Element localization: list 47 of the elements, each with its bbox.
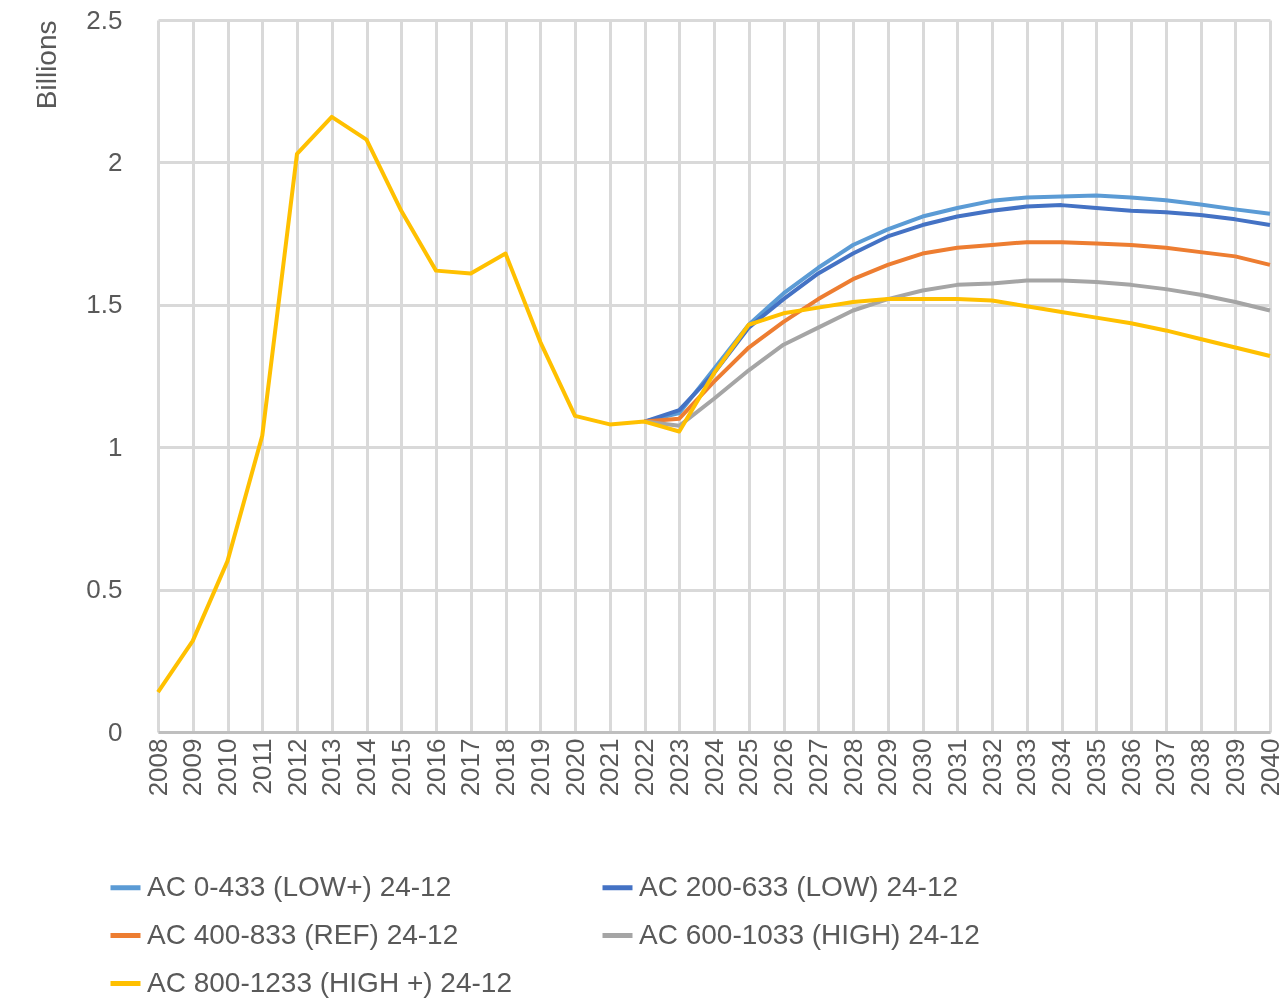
x-tick-label: 2024 <box>698 738 729 797</box>
x-tick-label: 2010 <box>212 738 242 797</box>
x-tick-label: 2013 <box>316 738 347 797</box>
legend-label: AC 600-1033 (HIGH) 24-12 <box>639 918 980 950</box>
x-tick-label: 2014 <box>351 738 381 797</box>
legend-label: AC 400-833 (REF) 24-12 <box>147 918 459 950</box>
x-tick-label: 2030 <box>907 738 937 797</box>
legend-label: AC 800-1233 (HIGH +) 24-12 <box>147 966 512 998</box>
x-tick-label: 2016 <box>420 738 451 797</box>
x-tick-label: 2015 <box>385 738 416 797</box>
x-tick-label: 2022 <box>629 738 659 797</box>
line-series <box>642 240 1272 424</box>
x-tick-label: 2008 <box>142 738 173 797</box>
x-tick-label: 2009 <box>177 738 208 797</box>
x-tick-label: 2011 <box>246 738 277 795</box>
x-tick-label: 2018 <box>490 738 520 797</box>
x-tick-label: 2033 <box>1011 738 1042 797</box>
y-tick-label: 1 <box>108 431 123 462</box>
x-tick-label: 2031 <box>941 738 972 797</box>
y-axis-title: Billions <box>31 20 63 110</box>
x-tick-label: 2021 <box>594 738 625 797</box>
x-tick-label: 2035 <box>1080 738 1111 797</box>
x-tick-label: 2025 <box>733 738 764 797</box>
x-tick-label: 2028 <box>837 738 868 797</box>
y-tick-label: 2.5 <box>86 4 123 35</box>
x-tick-label: 2019 <box>524 738 555 797</box>
x-tick-label: 2034 <box>1046 738 1076 797</box>
x-tick-label: 2020 <box>559 738 590 797</box>
x-tick-label: 2036 <box>1115 738 1146 797</box>
x-tick-label: 2039 <box>1219 738 1250 797</box>
y-tick-label: 0.5 <box>86 574 123 605</box>
line-series <box>156 114 1272 695</box>
legend-label: AC 200-633 (LOW) 24-12 <box>639 870 959 902</box>
x-tick-label: 2029 <box>872 738 903 797</box>
x-tick-label: 2037 <box>1150 738 1181 797</box>
x-tick-label: 2026 <box>768 738 798 797</box>
x-tick-label: 2027 <box>802 738 833 797</box>
y-tick-label: 2 <box>108 146 123 177</box>
x-tick-label: 2038 <box>1185 738 1215 797</box>
x-tick-label: 2012 <box>281 738 312 797</box>
y-tick-label: 1.5 <box>86 289 123 320</box>
legend-label: AC 0-433 (LOW+) 24-12 <box>147 870 452 902</box>
x-tick-label: 2023 <box>663 738 694 797</box>
y-tick-label: 0 <box>108 716 123 747</box>
x-tick-label: 2017 <box>455 738 486 797</box>
x-tick-label: 2040 <box>1254 738 1285 797</box>
x-tick-label: 2032 <box>976 738 1007 797</box>
